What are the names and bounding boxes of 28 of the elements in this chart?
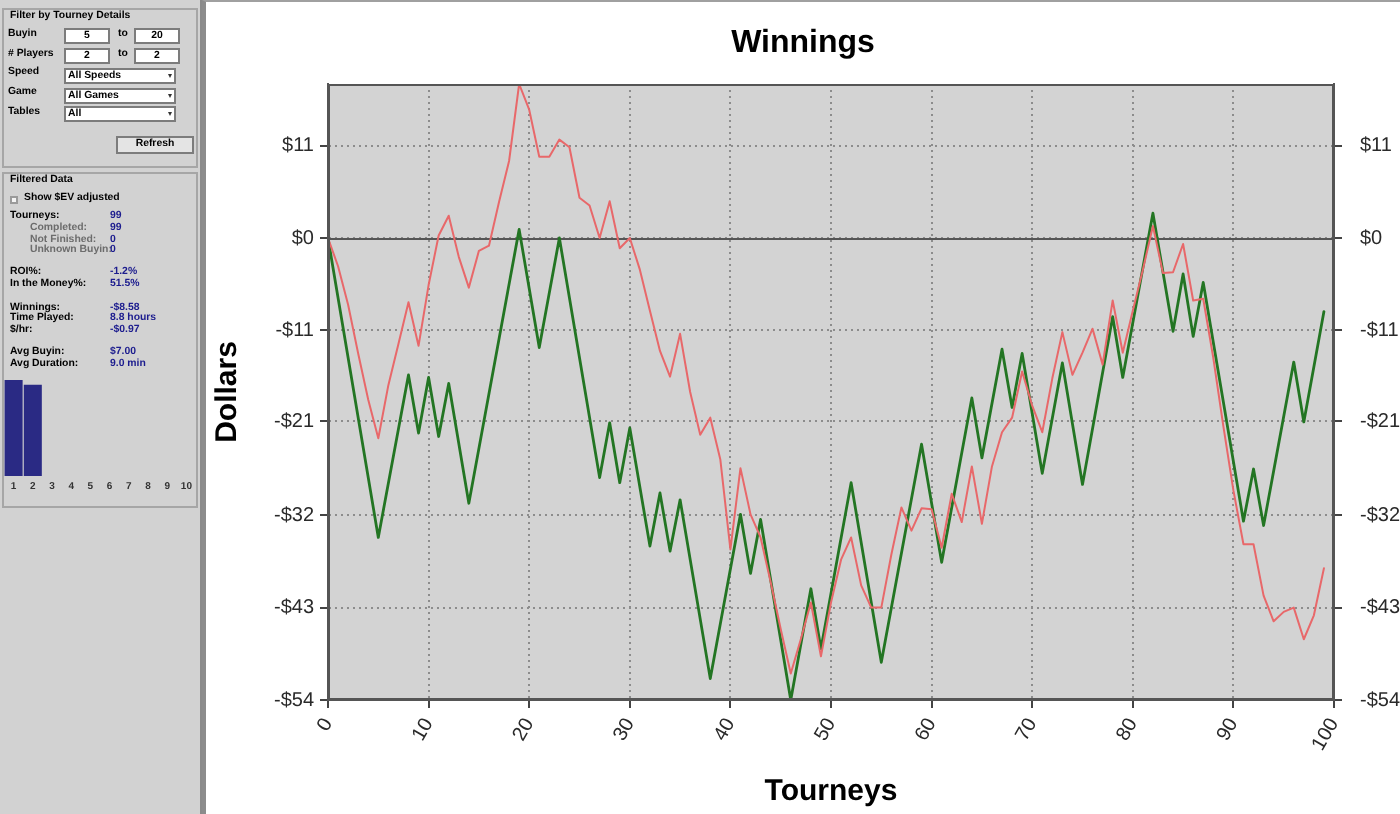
y-tick-label: -$54 bbox=[273, 689, 315, 712]
x-tick-label: 0 bbox=[313, 713, 339, 736]
y-tick-label: -$43 bbox=[273, 597, 315, 620]
y-tick-label: -$21 bbox=[273, 410, 315, 433]
y-tick-label: $0 bbox=[291, 227, 315, 250]
x-axis-title: Tourneys bbox=[764, 774, 898, 809]
x-tick-label: 70 bbox=[1011, 713, 1043, 746]
x-tick-label: 20 bbox=[508, 713, 540, 746]
y2-tick-label: -$21 bbox=[1360, 410, 1400, 433]
x-tick-label: 40 bbox=[710, 713, 741, 746]
y2-tick-label: -$32 bbox=[1360, 504, 1400, 527]
y-tick-label: -$32 bbox=[273, 504, 315, 527]
x-tick-label: 100 bbox=[1308, 714, 1345, 755]
y2-tick-label: $11 bbox=[1360, 135, 1393, 158]
y-tick-label: $11 bbox=[282, 135, 315, 158]
x-tick-label: 10 bbox=[408, 713, 439, 746]
y2-tick-label: -$11 bbox=[1360, 319, 1400, 342]
x-tick-label: 90 bbox=[1213, 713, 1244, 746]
x-tick-label: 50 bbox=[810, 713, 842, 746]
y-axis-title: Dollars bbox=[210, 341, 245, 443]
y2-tick-label: -$54 bbox=[1360, 689, 1400, 712]
y-tick-label: -$11 bbox=[275, 319, 315, 342]
x-tick-label: 30 bbox=[609, 713, 641, 746]
y2-tick-label: -$43 bbox=[1360, 597, 1400, 620]
x-tick-label: 80 bbox=[1112, 713, 1144, 746]
y2-tick-label: $0 bbox=[1360, 227, 1384, 250]
x-tick-label: 60 bbox=[911, 713, 942, 746]
chart-title: Winnings bbox=[731, 26, 876, 61]
